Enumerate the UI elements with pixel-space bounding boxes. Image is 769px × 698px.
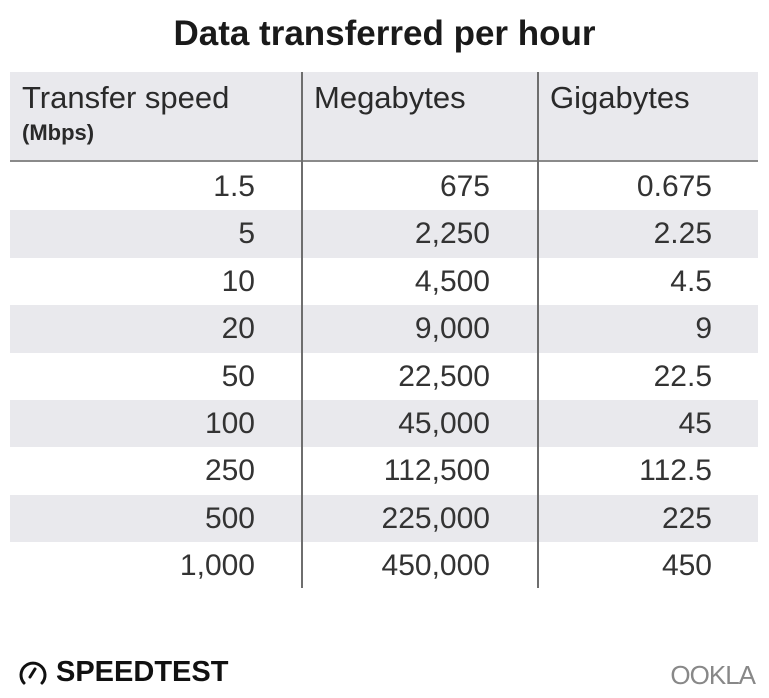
table-header: Transfer speed (Mbps) Megabytes Gigabyte… <box>10 72 758 162</box>
cell-speed: 1.5 <box>213 170 255 203</box>
table-row: 50 22,500 22.5 <box>10 353 758 400</box>
table-row: 10 4,500 4.5 <box>10 258 758 305</box>
cell-speed: 500 <box>204 501 255 535</box>
speedometer-icon <box>19 661 47 684</box>
cell-megabytes: 45,000 <box>398 407 490 440</box>
cell-speed: 50 <box>221 359 255 393</box>
table-title: Data transferred per hour <box>173 14 596 53</box>
cell-gigabytes: 9 <box>695 312 712 346</box>
table-row: 1.5 675 0.675 <box>10 163 758 210</box>
table-row: 250 112,500 112.5 <box>10 447 758 494</box>
cell-gigabytes: 0.675 <box>636 170 712 203</box>
cell-gigabytes: 4.5 <box>670 264 712 298</box>
cell-gigabytes: 22.5 <box>653 359 712 393</box>
header-unit: (Mbps) <box>22 120 95 145</box>
table-row: 1,000 450,000 450 <box>10 542 758 589</box>
cell-gigabytes: 112.5 <box>639 454 712 488</box>
cell-gigabytes: 450 <box>661 549 712 583</box>
ookla-logo: OOKLA <box>670 660 756 690</box>
table-row: 100 45,000 45 <box>10 400 758 448</box>
table-row: 500 225,000 225 <box>10 494 758 543</box>
cell-speed: 20 <box>221 312 255 346</box>
cell-gigabytes: 2.25 <box>653 217 712 251</box>
speedtest-wordmark: SPEEDTEST <box>56 656 229 688</box>
cell-megabytes: 22,500 <box>398 359 490 393</box>
cell-speed: 5 <box>238 217 255 251</box>
cell-megabytes: 675 <box>439 170 490 203</box>
cell-megabytes: 112,500 <box>383 454 490 488</box>
cell-speed: 10 <box>221 264 255 298</box>
column-divider <box>301 72 303 588</box>
cell-megabytes: 4,500 <box>414 264 490 298</box>
cell-speed: 100 <box>204 407 255 440</box>
speedtest-logo: SPEEDTEST <box>18 656 228 689</box>
column-divider <box>537 72 539 588</box>
cell-megabytes: 225,000 <box>381 501 490 535</box>
cell-gigabytes: 225 <box>661 501 712 535</box>
cell-speed: 1,000 <box>179 549 255 583</box>
header-gigabytes: Gigabytes <box>550 80 690 115</box>
cell-megabytes: 450,000 <box>381 549 490 583</box>
table-row: 5 2,250 2.25 <box>10 210 758 258</box>
cell-megabytes: 9,000 <box>414 312 490 346</box>
table-row: 20 9,000 9 <box>10 305 758 353</box>
header-megabytes: Megabytes <box>314 80 466 115</box>
cell-megabytes: 2,250 <box>414 217 490 251</box>
cell-gigabytes: 45 <box>678 407 712 440</box>
header-transfer-speed: Transfer speed <box>22 80 230 115</box>
cell-speed: 250 <box>204 454 255 488</box>
